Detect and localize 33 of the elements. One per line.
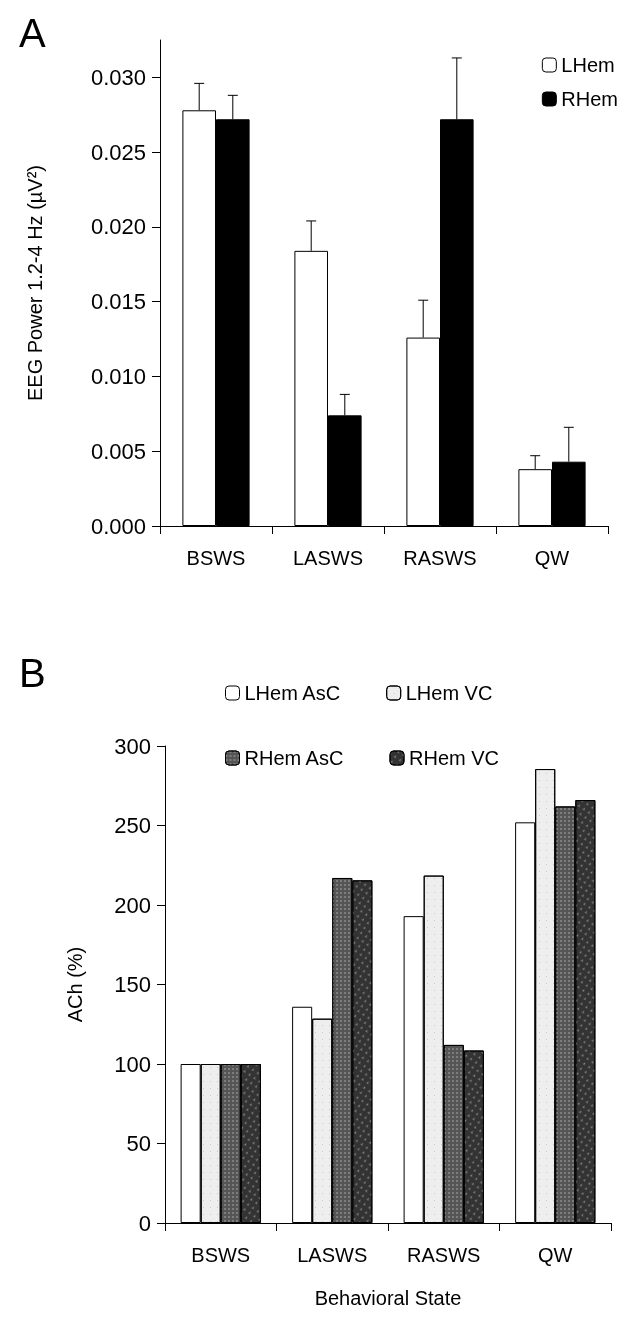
y-tick-label: 100 [114,1051,151,1077]
y-tick-label: 0.015 [90,289,146,315]
y-tick-label: 0.010 [90,363,146,389]
y-tick-label: 0.025 [90,139,146,165]
y-tick-label: 0.030 [90,64,146,90]
x-tick-label: LASWS [292,547,364,569]
x-tick-label: RASWS [403,547,477,569]
x-tick-label: QW [538,1244,573,1266]
x-tick-label: RASWS [407,1244,481,1266]
legend-label: RHem VC [409,747,500,769]
x-tick-label: BSWS [191,1244,251,1266]
y-tick-label: 0.020 [90,214,146,240]
y-tick-label: 0.000 [90,513,146,539]
y-tick-label: 200 [114,892,151,918]
legend-label: RHem [561,88,618,110]
y-tick-label: 300 [114,733,151,759]
chart-title: A [19,11,46,55]
x-tick-label: QW [534,547,570,569]
y-axis-title: EEG Power 1.2-4 Hz (µV²) [24,164,46,402]
y-tick-label: 150 [114,972,151,997]
y-tick-label: 50 [126,1131,151,1156]
x-axis-title: Behavioral State [314,1287,462,1309]
y-tick-label: 0 [138,1210,151,1236]
chart-title: B [19,651,46,695]
legend-label: LHem AsC [244,682,341,704]
y-tick-label: 250 [114,813,151,838]
legend-label: LHem [561,54,615,76]
legend-label: LHem VC [405,682,493,704]
y-axis-title: ACh (%) [64,946,86,1023]
x-tick-label: LASWS [297,1244,368,1266]
y-tick-label: 0.005 [90,438,146,464]
legend-label: RHem AsC [244,747,344,769]
x-tick-label: BSWS [186,547,246,569]
